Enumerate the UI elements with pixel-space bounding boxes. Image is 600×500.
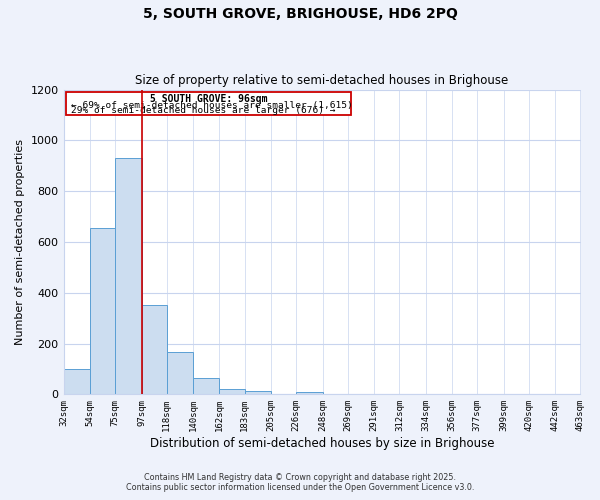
Bar	[90, 228, 115, 394]
Text: 5, SOUTH GROVE, BRIGHOUSE, HD6 2PQ: 5, SOUTH GROVE, BRIGHOUSE, HD6 2PQ	[143, 8, 457, 22]
Text: 29% of semi-detached houses are larger (676) →: 29% of semi-detached houses are larger (…	[71, 106, 335, 114]
X-axis label: Distribution of semi-detached houses by size in Brighouse: Distribution of semi-detached houses by …	[150, 437, 494, 450]
Y-axis label: Number of semi-detached properties: Number of semi-detached properties	[15, 139, 25, 345]
FancyBboxPatch shape	[66, 92, 352, 116]
Bar	[245, 390, 271, 394]
Title: Size of property relative to semi-detached houses in Brighouse: Size of property relative to semi-detach…	[136, 74, 509, 87]
Text: Contains HM Land Registry data © Crown copyright and database right 2025.
Contai: Contains HM Land Registry data © Crown c…	[126, 473, 474, 492]
Bar	[142, 306, 167, 394]
Bar	[64, 369, 90, 394]
Bar	[115, 158, 142, 394]
Bar	[220, 390, 245, 394]
Text: ← 69% of semi-detached houses are smaller (1,615): ← 69% of semi-detached houses are smalle…	[71, 100, 352, 110]
Text: 5 SOUTH GROVE: 96sqm: 5 SOUTH GROVE: 96sqm	[150, 94, 268, 104]
Bar	[167, 352, 193, 395]
Bar	[193, 378, 220, 394]
Bar	[296, 392, 323, 394]
